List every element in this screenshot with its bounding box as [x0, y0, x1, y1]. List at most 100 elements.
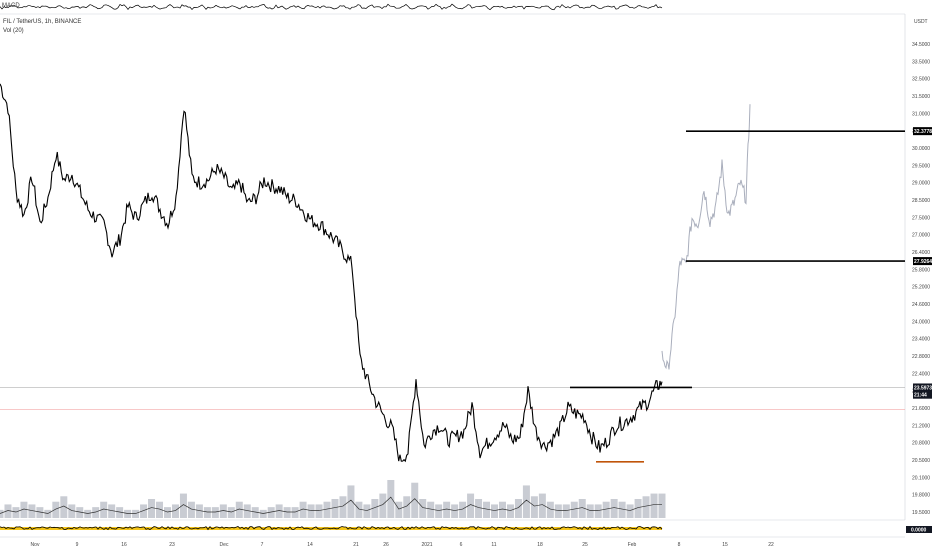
- price-tick: 22.8000: [912, 354, 930, 360]
- price-tick: 27.0000: [912, 233, 930, 239]
- volume-bar: [92, 507, 100, 518]
- price-series: [0, 83, 663, 463]
- volume-bar: [562, 504, 570, 518]
- volume-bar: [498, 501, 506, 518]
- volume-bar: [291, 507, 299, 518]
- price-tick: 34.5000: [912, 42, 930, 48]
- bottom-indicator-pane: 0.0000: [0, 519, 932, 538]
- time-axis[interactable]: Nov 9 16 23 Dec 7 14 21 26 2021 6 11 18 25 Feb 8 15 22: [31, 542, 774, 548]
- volume-bar: [36, 507, 44, 518]
- price-axis[interactable]: USDT 34.5000 33.5000 32.5000 31.5000 31.0000…: [904, 14, 930, 520]
- volume-bar: [634, 499, 642, 518]
- price-tick: 31.0000: [912, 111, 930, 117]
- time-tick: 7: [261, 542, 264, 548]
- price-tick: 25.8000: [912, 267, 930, 273]
- volume-bar: [76, 507, 84, 518]
- symbol-legend: FIL / TetherUS, 1h, BINANCE: [3, 19, 81, 25]
- volume-bar: [435, 504, 443, 518]
- volume-bar: [227, 507, 235, 518]
- volume-bar: [387, 480, 395, 518]
- price-tick: 33.5000: [912, 59, 930, 65]
- drawn-lines[interactable]: [570, 130, 905, 463]
- volume-bar: [28, 504, 36, 518]
- volume-bar: [642, 496, 650, 518]
- volume-bar: [187, 501, 195, 518]
- volume-bar: [283, 507, 291, 518]
- volume-pane: [0, 480, 666, 518]
- volume-bar: [371, 499, 379, 518]
- top-indicator-line: [0, 3, 663, 11]
- volume-bar: [84, 509, 92, 518]
- volume-bar: [203, 507, 211, 518]
- volume-bar: [475, 499, 483, 518]
- price-badge-text: 32.3778: [914, 129, 932, 135]
- time-tick: 9: [76, 542, 79, 548]
- volume-bar: [578, 499, 586, 518]
- volume-bar: [570, 501, 578, 518]
- volume-legend: Vol (20): [3, 28, 24, 34]
- price-tick: 29.0000: [912, 181, 930, 187]
- time-tick: 8: [678, 542, 681, 548]
- volume-bar: [339, 496, 347, 518]
- bottom-indicator-line: [0, 525, 663, 531]
- volume-bar: [443, 501, 451, 518]
- time-tick: 2021: [421, 542, 432, 548]
- volume-bar: [259, 509, 267, 518]
- volume-bar: [124, 509, 132, 518]
- volume-bar: [467, 493, 475, 518]
- price-tick: 19.8000: [912, 493, 930, 499]
- volume-bar: [299, 501, 307, 518]
- price-tick: 29.5000: [912, 163, 930, 169]
- volume-bar: [140, 504, 148, 518]
- top-indicator-label: MACD: [2, 3, 20, 9]
- volume-bar: [219, 504, 227, 518]
- price-tick: 28.5000: [912, 198, 930, 204]
- volume-bar: [355, 501, 363, 518]
- volume-bar: [148, 499, 156, 518]
- price-tick: 20.8000: [912, 441, 930, 447]
- volume-bar: [522, 485, 530, 518]
- volume-bar: [411, 482, 419, 518]
- time-tick: Dec: [220, 542, 229, 548]
- price-tick: 32.5000: [912, 77, 930, 83]
- price-tick: 26.4000: [912, 250, 930, 256]
- time-tick: Nov: [31, 542, 40, 548]
- top-indicator-pane: MACD: [0, 0, 905, 15]
- time-tick: 15: [722, 542, 728, 548]
- volume-bar: [459, 501, 467, 518]
- volume-bar: [0, 509, 4, 518]
- price-badge-text: 27.9264: [914, 259, 932, 265]
- projection-series: [661, 104, 751, 370]
- volume-bar: [195, 504, 203, 518]
- price-tick: 24.0000: [912, 319, 930, 325]
- volume-bar: [100, 501, 108, 518]
- bottom-badge: [906, 526, 932, 533]
- volume-bar: [20, 501, 28, 518]
- volume-bar: [602, 501, 610, 518]
- currency-label: USDT: [914, 19, 928, 25]
- time-tick: 26: [383, 542, 389, 548]
- volume-ma-line: [0, 496, 662, 514]
- volume-bar: [235, 501, 243, 518]
- volume-bar: [586, 504, 594, 518]
- time-tick: 21: [353, 542, 359, 548]
- reference-lines: [0, 387, 905, 410]
- volume-bar: [347, 485, 355, 518]
- volume-bar: [12, 507, 20, 518]
- volume-bar: [211, 507, 219, 518]
- time-tick: 23: [169, 542, 175, 548]
- volume-bar: [4, 504, 12, 518]
- price-badge: [913, 390, 932, 399]
- volume-bar: [483, 501, 491, 518]
- price-tick: 31.5000: [912, 94, 930, 100]
- price-tick: 25.2000: [912, 285, 930, 291]
- volume-bar: [275, 504, 283, 518]
- volume-bar: [554, 504, 562, 518]
- volume-bar: [163, 507, 171, 518]
- volume-bar: [171, 504, 179, 518]
- volume-bar: [451, 504, 459, 518]
- bottom-badge-text: 0.0000: [911, 528, 927, 534]
- price-tick: 30.0000: [912, 146, 930, 152]
